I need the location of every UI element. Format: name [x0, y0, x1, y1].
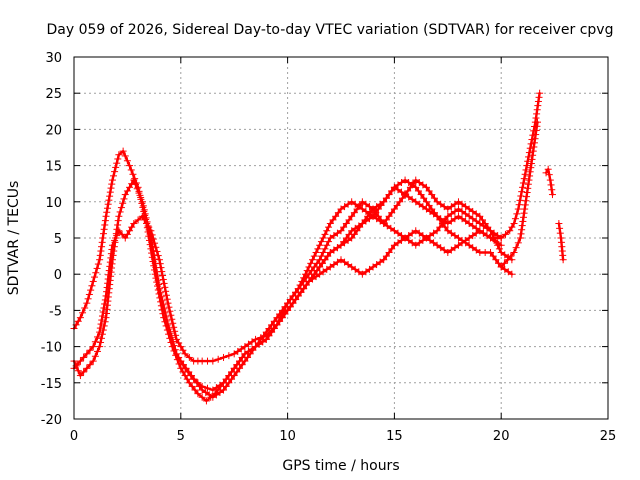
series-line: [179, 178, 514, 399]
y-axis-label: SDTVAR / TECUs: [6, 181, 22, 296]
chart-title: Day 059 of 2026, Sidereal Day-to-day VTE…: [47, 22, 614, 38]
y-tick-label: -5: [49, 304, 62, 319]
y-tick-label: -10: [41, 341, 62, 356]
x-tick-label: 5: [177, 429, 185, 444]
x-tick-label: 0: [70, 429, 78, 444]
y-tick-label: 10: [45, 196, 62, 211]
y-tick-label: 15: [45, 160, 62, 175]
series-track-5: [305, 176, 516, 285]
series-track-7: [497, 118, 542, 271]
y-tick-label: -15: [41, 377, 62, 392]
series-track-4: [177, 176, 516, 401]
series-track-9: [555, 220, 567, 264]
y-tick-label: 30: [45, 51, 62, 66]
y-tick-label: 20: [45, 123, 62, 138]
y-tick-label: 0: [54, 268, 62, 283]
y-tick-label: -20: [41, 413, 62, 428]
x-tick-label: 10: [279, 429, 296, 444]
series-line: [307, 178, 514, 283]
series-track-3: [70, 212, 505, 372]
y-tick-label: 5: [54, 232, 62, 247]
x-tick-label: 15: [386, 429, 403, 444]
series-track-2: [70, 176, 505, 394]
data-series: [70, 89, 567, 405]
series-track-8: [542, 165, 556, 199]
x-tick-label: 25: [600, 429, 617, 444]
grid-lines: [74, 57, 608, 419]
axis-ticks: 0 5 10 15 20 25 -20 -15 -10 -5 0 5 10 15 20 25 30: [41, 51, 617, 444]
x-tick-label: 20: [493, 429, 510, 444]
x-axis-label: GPS time / hours: [282, 458, 399, 474]
y-tick-label: 25: [45, 87, 62, 102]
